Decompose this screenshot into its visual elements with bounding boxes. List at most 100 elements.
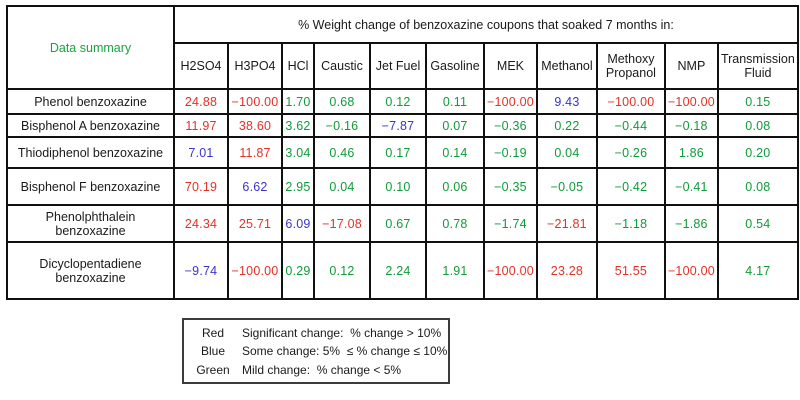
title-row: Data summary % Weight change of benzoxaz… bbox=[6, 5, 799, 90]
table-row: Phenol benzoxazine 24.88 −100.00 1.70 0.68 0.… bbox=[6, 88, 799, 115]
value-cell: 2.95 bbox=[281, 167, 315, 206]
value-cell: 0.29 bbox=[281, 241, 315, 300]
value-cell: −1.86 bbox=[663, 204, 719, 243]
column-header-row: H2SO4 H3PO4 HCl Caustic Jet Fuel Gasoline MEK M… bbox=[7, 42, 799, 90]
value-cell: −100.00 bbox=[663, 88, 719, 115]
column-header: NMP bbox=[663, 42, 719, 90]
legend: Red Significant change: % change > 10% B… bbox=[182, 318, 450, 384]
column-header: H2SO4 bbox=[173, 42, 229, 90]
value-cell: 0.78 bbox=[425, 204, 485, 243]
value-cell: −100.00 bbox=[483, 241, 538, 300]
value-cell: 70.19 bbox=[173, 167, 229, 206]
value-cell: 0.67 bbox=[369, 204, 427, 243]
value-cell: −100.00 bbox=[663, 241, 719, 300]
legend-item: Red Significant change: % change > 10% bbox=[184, 327, 448, 339]
row-label: Phenol benzoxazine bbox=[6, 88, 175, 115]
value-cell: 0.22 bbox=[535, 113, 598, 138]
value-cell: −100.00 bbox=[227, 241, 283, 300]
value-cell: 0.06 bbox=[425, 167, 485, 206]
value-cell: −0.35 bbox=[483, 167, 538, 206]
value-cell: 0.08 bbox=[716, 113, 799, 138]
legend-color-label: Blue bbox=[200, 344, 226, 358]
value-cell: −0.36 bbox=[483, 113, 538, 138]
value-cell: 1.86 bbox=[663, 136, 719, 169]
row-label: Bisphenol F benzoxazine bbox=[6, 167, 175, 206]
table-row: Bisphenol A benzoxazine 11.97 38.60 3.62 −0.… bbox=[6, 113, 799, 138]
value-cell: 3.04 bbox=[281, 136, 315, 169]
value-cell: 7.01 bbox=[173, 136, 229, 169]
value-cell: 4.17 bbox=[716, 241, 799, 300]
value-cell: −0.19 bbox=[483, 136, 538, 169]
legend-item: Blue Some change: 5% ≤ % change ≤ 10% bbox=[184, 345, 448, 357]
value-cell: 0.12 bbox=[313, 241, 371, 300]
column-header: Methoxy Propanol bbox=[595, 42, 666, 90]
value-cell: 0.04 bbox=[313, 167, 371, 206]
table-row: Dicyclopentadiene benzoxazine −9.74 −100.0… bbox=[6, 241, 799, 300]
value-cell: 23.28 bbox=[535, 241, 598, 300]
value-cell: −9.74 bbox=[173, 241, 229, 300]
value-cell: −0.05 bbox=[535, 167, 598, 206]
value-cell: 0.12 bbox=[369, 88, 427, 115]
value-cell: −7.87 bbox=[369, 113, 427, 138]
value-cell: −0.18 bbox=[663, 113, 719, 138]
value-cell: −0.42 bbox=[595, 167, 666, 206]
value-cell: 51.55 bbox=[595, 241, 666, 300]
value-cell: 3.62 bbox=[281, 113, 315, 138]
value-cell: −100.00 bbox=[483, 88, 538, 115]
table-row: Bisphenol F benzoxazine 70.19 6.62 2.95 0.04… bbox=[6, 167, 799, 206]
legend-text: Significant change: % change > 10% bbox=[242, 325, 442, 340]
column-header: Transmission Fluid bbox=[716, 42, 799, 90]
weight-change-table: Data summary % Weight change of benzoxaz… bbox=[6, 5, 799, 300]
value-cell: −100.00 bbox=[595, 88, 666, 115]
value-cell: 24.88 bbox=[173, 88, 229, 115]
value-cell: −1.74 bbox=[483, 204, 538, 243]
value-cell: −0.16 bbox=[313, 113, 371, 138]
value-cell: 0.07 bbox=[425, 113, 485, 138]
table-row: Phenolphthalein benzoxazine 24.34 25.71 6.0… bbox=[6, 204, 799, 243]
row-label: Phenolphthalein benzoxazine bbox=[6, 204, 175, 243]
legend-text: Mild change: % change < 5% bbox=[242, 362, 402, 377]
row-label: Thiodiphenol benzoxazine bbox=[6, 136, 175, 169]
value-cell: 0.08 bbox=[716, 167, 799, 206]
column-header: MEK bbox=[483, 42, 538, 90]
value-cell: −21.81 bbox=[535, 204, 598, 243]
legend-color-label: Red bbox=[201, 325, 224, 340]
column-header: Gasoline bbox=[425, 42, 485, 90]
table-row: Thiodiphenol benzoxazine 7.01 11.87 3.04 0.4… bbox=[6, 136, 799, 169]
value-cell: 0.04 bbox=[535, 136, 598, 169]
value-cell: 0.17 bbox=[369, 136, 427, 169]
value-cell: 1.70 bbox=[281, 88, 315, 115]
value-cell: 0.10 bbox=[369, 167, 427, 206]
table-body: Phenol benzoxazine 24.88 −100.00 1.70 0.68 0.… bbox=[6, 88, 799, 300]
column-header: Methanol bbox=[535, 42, 598, 90]
legend-item: Green Mild change: % change < 5% bbox=[184, 364, 448, 376]
value-cell: 0.20 bbox=[716, 136, 799, 169]
table-title: % Weight change of benzoxazine coupons t… bbox=[173, 5, 799, 44]
column-header: Caustic bbox=[313, 42, 371, 90]
value-cell: 9.43 bbox=[535, 88, 598, 115]
value-cell: −17.08 bbox=[313, 204, 371, 243]
legend-color-label: Green bbox=[196, 362, 230, 377]
value-cell: 6.09 bbox=[281, 204, 315, 243]
column-header: HCl bbox=[281, 42, 315, 90]
legend-text: Some change: 5% ≤ % change ≤ 10% bbox=[242, 344, 448, 358]
corner-cell-data-summary: Data summary bbox=[6, 5, 175, 90]
value-cell: −100.00 bbox=[227, 88, 283, 115]
column-header: H3PO4 bbox=[227, 42, 283, 90]
value-cell: 0.14 bbox=[425, 136, 485, 169]
value-cell: 0.54 bbox=[716, 204, 799, 243]
value-cell: 25.71 bbox=[227, 204, 283, 243]
value-cell: 11.97 bbox=[173, 113, 229, 138]
value-cell: −0.26 bbox=[595, 136, 666, 169]
value-cell: −1.18 bbox=[595, 204, 666, 243]
value-cell: 11.87 bbox=[227, 136, 283, 169]
value-cell: 38.60 bbox=[227, 113, 283, 138]
value-cell: 0.15 bbox=[716, 88, 799, 115]
value-cell: 1.91 bbox=[425, 241, 485, 300]
value-cell: 0.68 bbox=[313, 88, 371, 115]
row-label: Bisphenol A benzoxazine bbox=[6, 113, 175, 138]
value-cell: −0.41 bbox=[663, 167, 719, 206]
column-header: Jet Fuel bbox=[369, 42, 427, 90]
row-label: Dicyclopentadiene benzoxazine bbox=[6, 241, 175, 300]
